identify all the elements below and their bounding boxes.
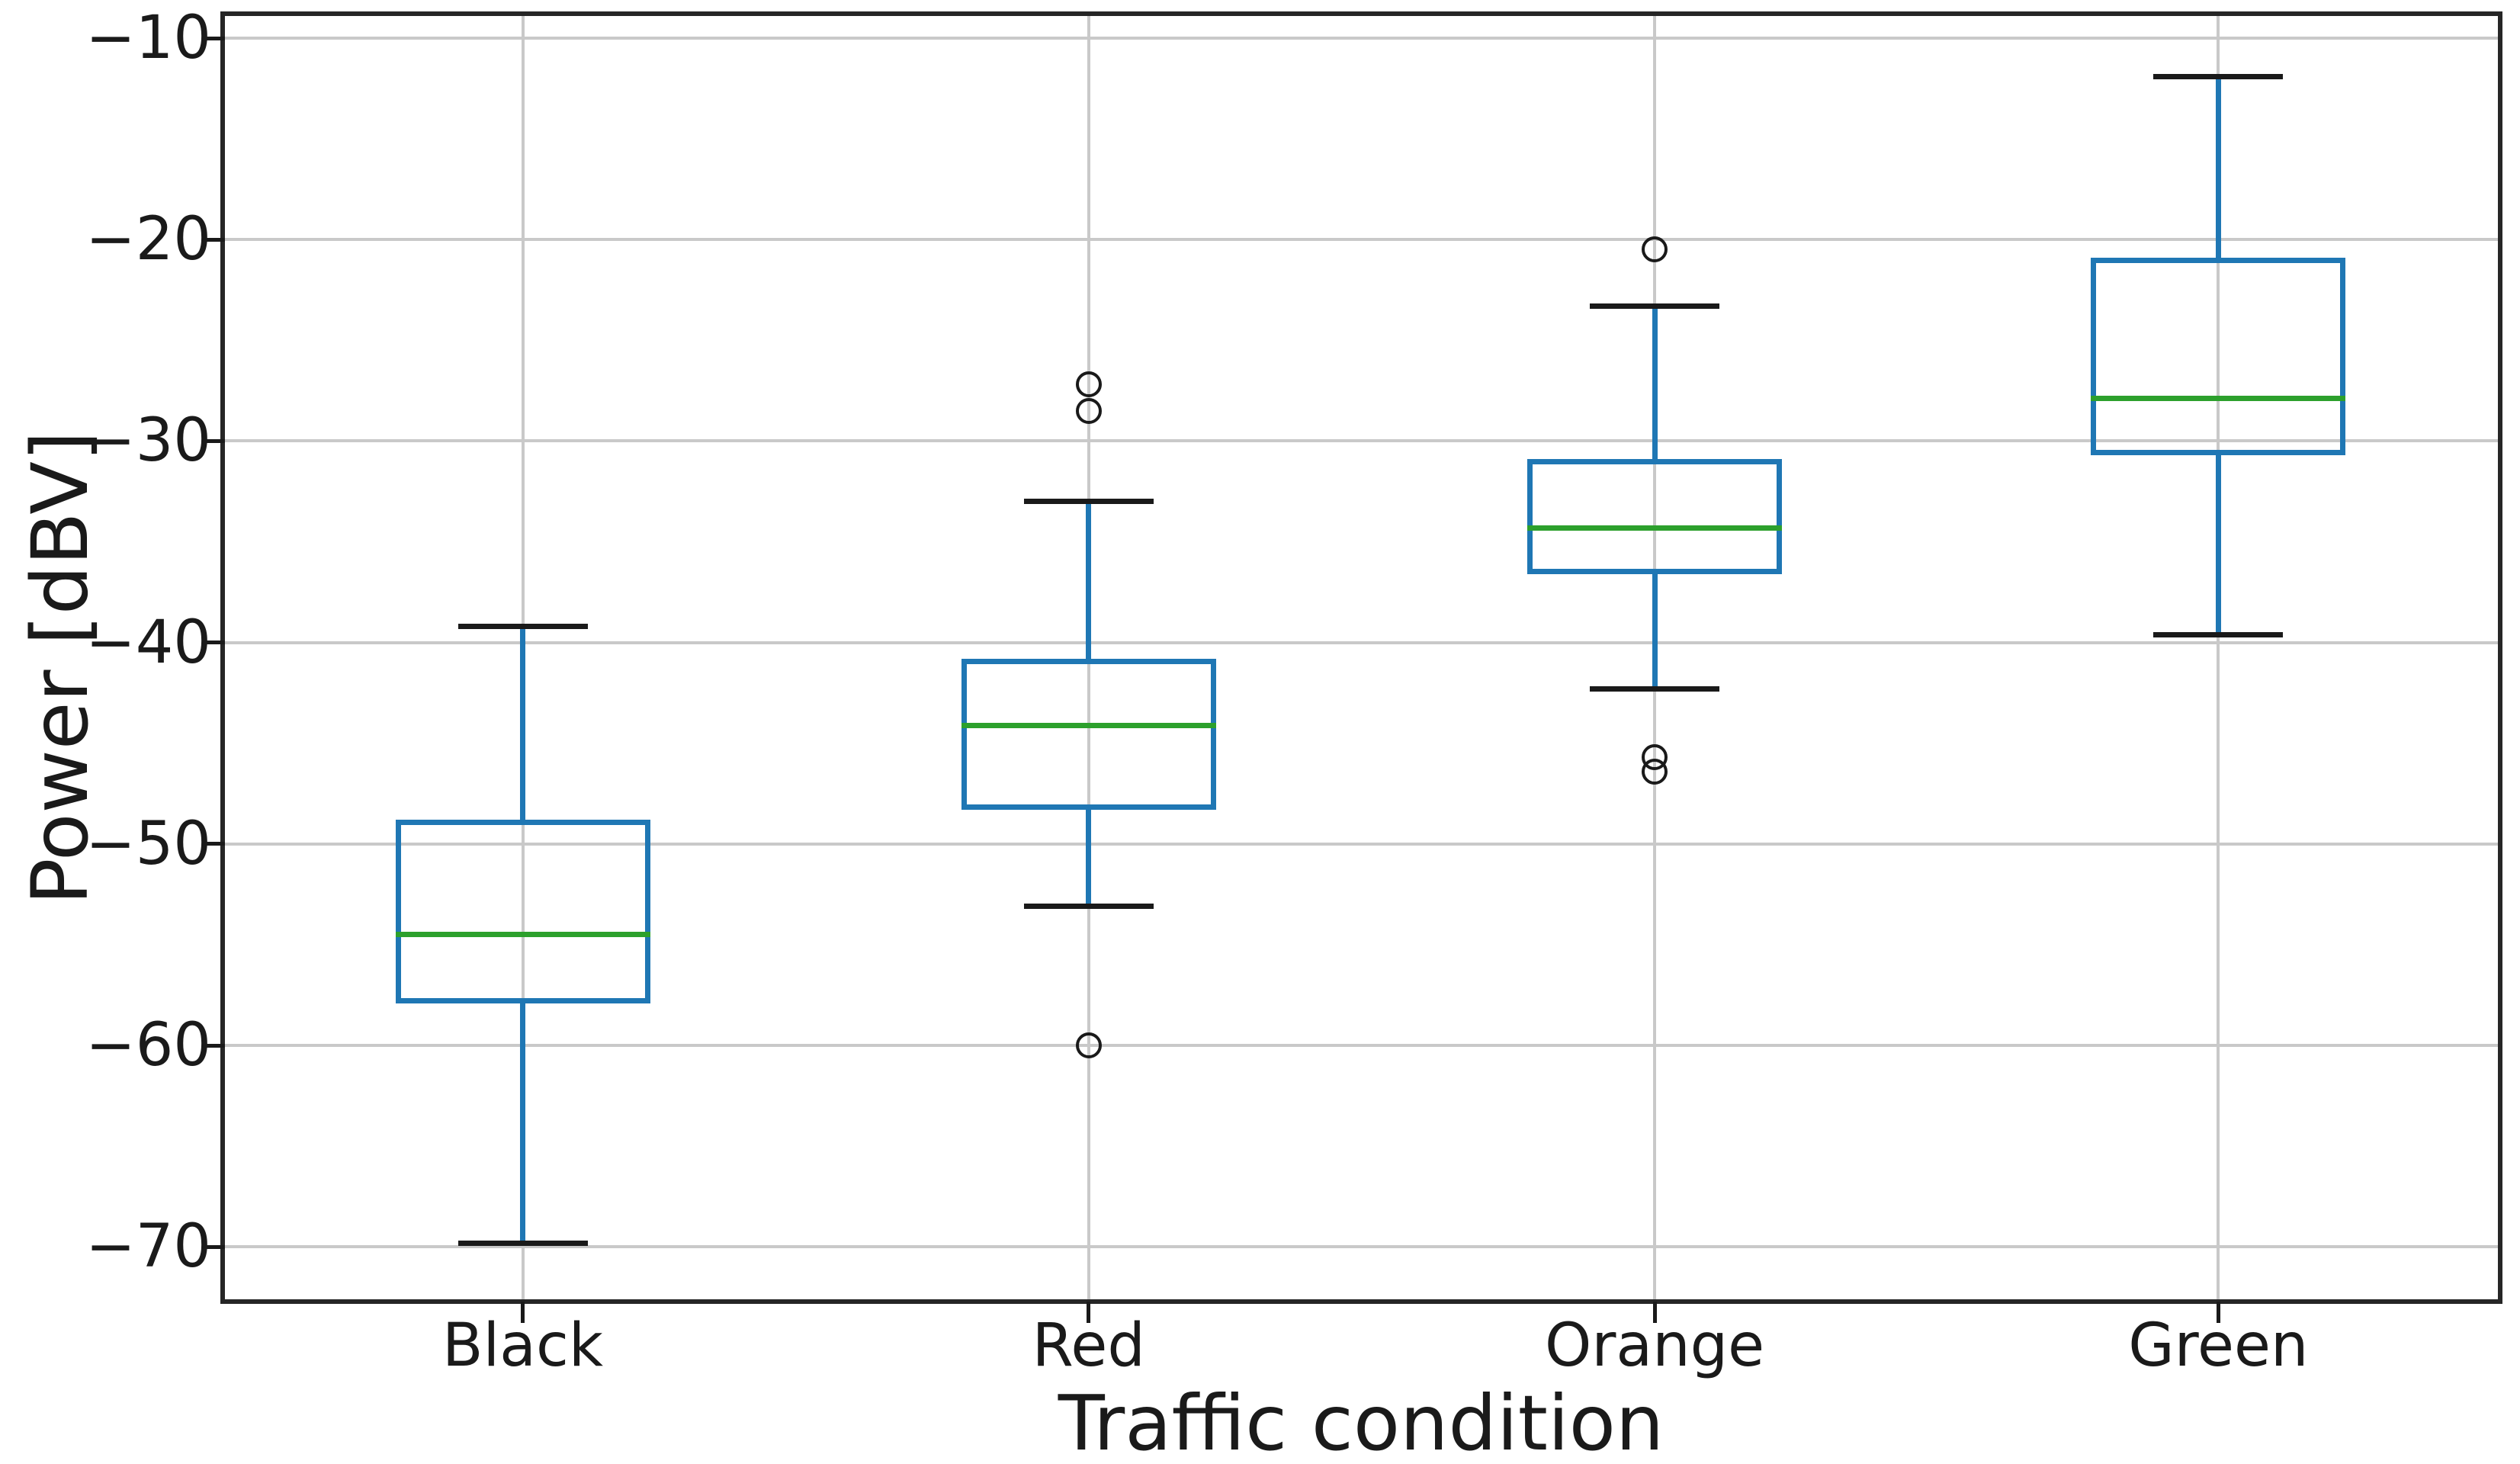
x-tick-mark [2216, 1302, 2220, 1323]
box-red [961, 658, 1216, 810]
box-orange [1527, 459, 1783, 574]
y-tick-label: −50 [85, 809, 211, 878]
y-tick-label: −40 [85, 608, 211, 677]
outlier-red [1075, 371, 1102, 398]
y-tick-label: −60 [85, 1011, 211, 1080]
x-tick-label-orange: Orange [1544, 1312, 1765, 1380]
cap-lower-green [2153, 631, 2284, 637]
y-tick-label: −10 [85, 4, 211, 73]
x-tick-mark [1087, 1302, 1091, 1323]
whisker-upper-red [1086, 501, 1092, 659]
cap-lower-red [1023, 904, 1154, 910]
cap-upper-red [1023, 499, 1154, 505]
y-tick-mark [204, 640, 225, 645]
x-tick-label-red: Red [1032, 1312, 1145, 1380]
y-tick-mark [204, 438, 225, 443]
whisker-lower-orange [1652, 573, 1658, 689]
plot-area [220, 11, 2502, 1304]
whisker-upper-black [520, 626, 525, 820]
h-gridline [225, 842, 2498, 846]
y-tick-mark [204, 237, 225, 242]
h-gridline [225, 640, 2498, 644]
y-tick-mark [204, 842, 225, 846]
y-tick-mark [204, 36, 225, 40]
whisker-lower-red [1086, 809, 1092, 907]
x-tick-mark [1652, 1302, 1657, 1323]
box-black [395, 820, 650, 1003]
x-axis-title: Traffic condition [1058, 1379, 1664, 1464]
median-green [2091, 396, 2346, 402]
median-red [961, 722, 1216, 728]
x-tick-mark [521, 1302, 525, 1323]
h-gridline [225, 37, 2498, 40]
outlier-orange [1642, 236, 1668, 263]
cap-lower-black [457, 1240, 588, 1246]
outlier-orange [1642, 758, 1668, 785]
whisker-lower-black [520, 1003, 525, 1244]
v-gridline [2217, 16, 2220, 1299]
cap-upper-green [2153, 73, 2284, 79]
whisker-lower-green [2215, 454, 2221, 635]
x-tick-label-green: Green [2128, 1312, 2309, 1380]
y-tick-mark [204, 1244, 225, 1249]
whisker-upper-green [2215, 76, 2221, 258]
whisker-upper-orange [1652, 306, 1658, 460]
y-tick-label: −70 [85, 1212, 211, 1282]
h-gridline [225, 439, 2498, 443]
cap-upper-orange [1590, 303, 1720, 309]
cap-lower-orange [1590, 685, 1720, 692]
cap-upper-black [457, 624, 588, 630]
y-tick-label: −30 [85, 406, 211, 476]
h-gridline [225, 1044, 2498, 1048]
y-tick-label: −20 [85, 205, 211, 274]
outlier-red [1075, 1032, 1102, 1059]
y-tick-mark [204, 1043, 225, 1048]
h-gridline [225, 238, 2498, 242]
median-orange [1527, 525, 1783, 531]
x-tick-label-black: Black [441, 1312, 604, 1380]
h-gridline [225, 1245, 2498, 1249]
box-green [2091, 258, 2346, 455]
median-black [395, 932, 650, 938]
outlier-red [1075, 397, 1102, 424]
